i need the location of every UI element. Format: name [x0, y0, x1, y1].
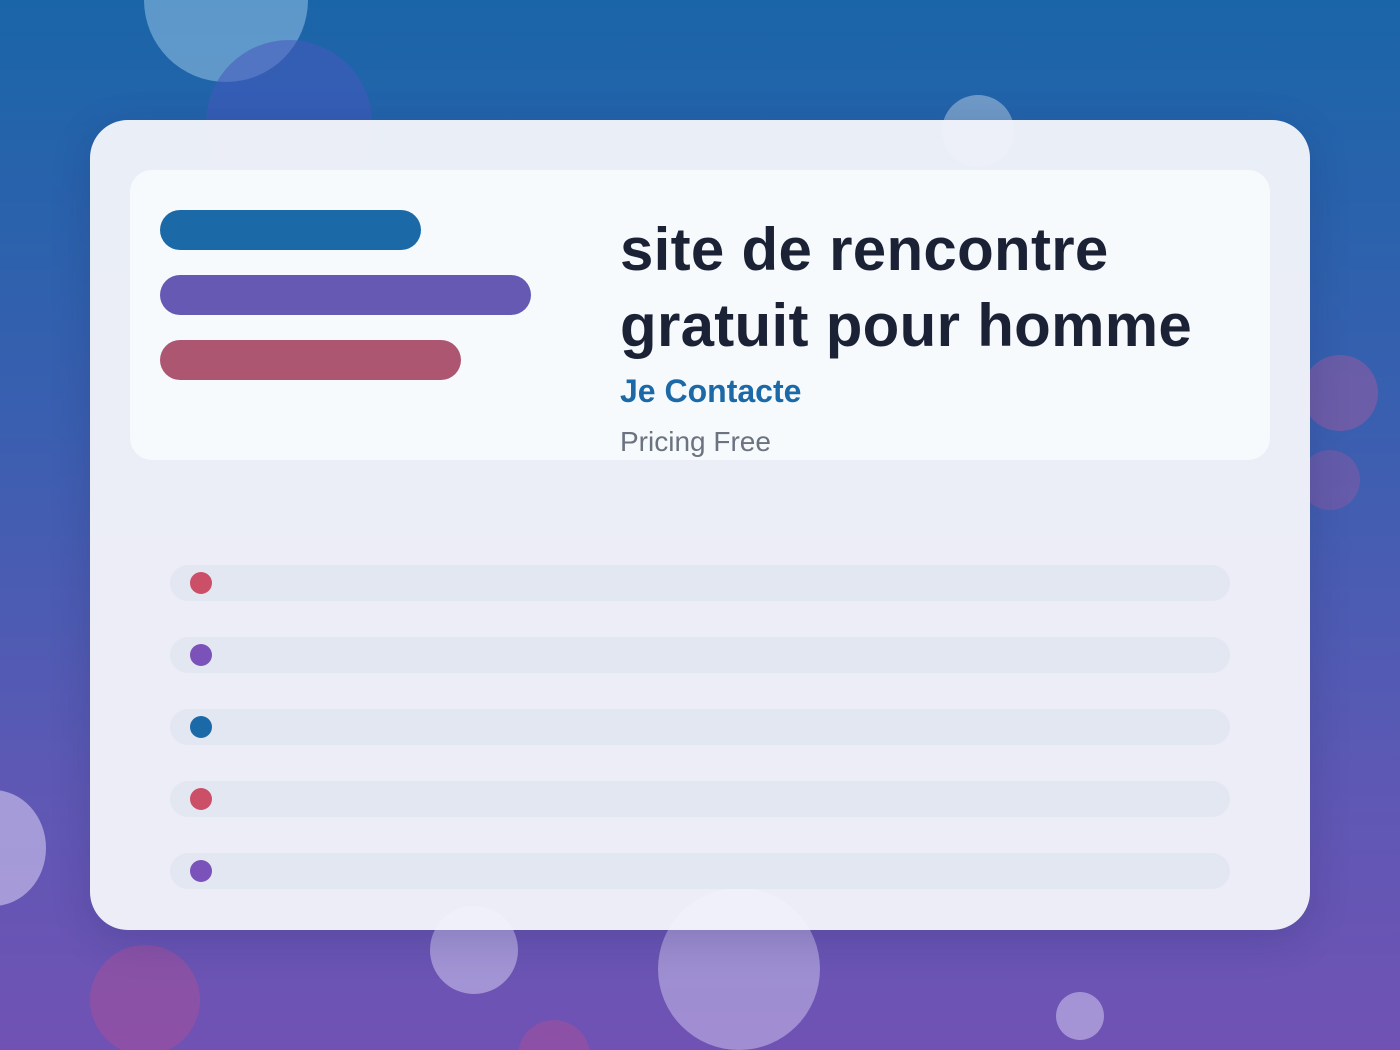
decorative-bubble [518, 1020, 590, 1050]
list-item [170, 637, 1230, 673]
decorative-bubble [0, 790, 46, 906]
list-item [170, 781, 1230, 817]
page-title: site de rencontre gratuit pour homme [620, 216, 1193, 359]
placeholder-list [170, 565, 1230, 925]
content-card: site de rencontre gratuit pour homme Je … [90, 120, 1310, 930]
contact-link[interactable]: Je Contacte [620, 373, 802, 409]
pricing-label: Pricing Free [620, 426, 771, 457]
bullet-dot-icon [190, 572, 212, 594]
bullet-dot-icon [190, 716, 212, 738]
accent-bar-rose [160, 340, 461, 380]
list-item [170, 565, 1230, 601]
bullet-dot-icon [190, 788, 212, 810]
decorative-bubble [1302, 355, 1378, 431]
hero-panel: site de rencontre gratuit pour homme Je … [130, 170, 1270, 460]
accent-bar-blue [160, 210, 421, 250]
decorative-bubble [1300, 450, 1360, 510]
decorative-bubble [90, 945, 200, 1050]
bullet-dot-icon [190, 860, 212, 882]
accent-bar-purple [160, 275, 531, 315]
decorative-bubble [1056, 992, 1104, 1040]
list-item [170, 709, 1230, 745]
list-item [170, 853, 1230, 889]
bullet-dot-icon [190, 644, 212, 666]
